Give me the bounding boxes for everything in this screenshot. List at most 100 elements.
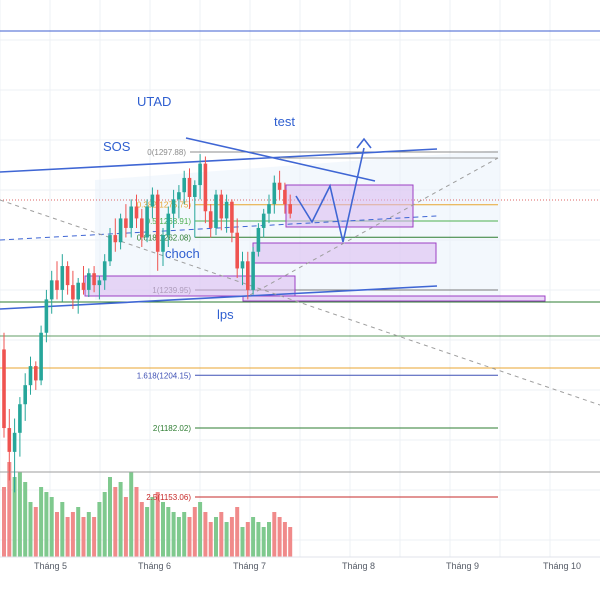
candle-body [92, 273, 96, 286]
candle-body [240, 261, 245, 269]
volume-bar [134, 487, 139, 557]
candle-body [193, 185, 197, 197]
candles [2, 154, 292, 493]
candle-body [71, 285, 75, 300]
candle-body [23, 385, 27, 405]
x-tick-label: Tháng 7 [233, 561, 266, 571]
volume-bar [267, 522, 271, 557]
volume-bar [118, 482, 123, 557]
volume-bar [261, 527, 266, 557]
volume-bar [282, 522, 287, 557]
volume-bar [33, 507, 38, 557]
candle-body [267, 204, 271, 214]
volume-bar [12, 477, 17, 557]
volume-bar [224, 522, 229, 557]
volume-bar [277, 517, 282, 557]
candle-body [251, 251, 255, 290]
candle-body [44, 299, 49, 333]
volume-bar [65, 517, 70, 557]
volume-bar [155, 492, 160, 557]
volume-bar [113, 487, 118, 557]
volume-bar [70, 512, 75, 557]
volume-bar [229, 517, 234, 557]
volume-bar [192, 507, 197, 557]
candle-body [272, 182, 277, 205]
candle-body [166, 213, 171, 236]
volume-bar [272, 512, 277, 557]
candle-body [198, 163, 202, 186]
candle-body [235, 232, 239, 269]
volume-bar [203, 512, 208, 557]
x-tick-label: Tháng 6 [138, 561, 171, 571]
volume-bars [2, 462, 293, 557]
candle-body [34, 366, 38, 381]
mid-line [0, 215, 438, 241]
fib-level-label: 0.382(1275.75) [137, 201, 192, 210]
volume-bar [97, 502, 102, 557]
candle-body [140, 218, 144, 238]
candle-body [203, 163, 208, 212]
candle-body [60, 266, 65, 290]
candle-body [246, 261, 250, 290]
volume-bar [251, 517, 256, 557]
volume-bar [123, 497, 128, 557]
candle-body [7, 428, 12, 452]
volume-bar [2, 487, 6, 557]
annotation-sos: SOS [103, 139, 131, 154]
volume-bar [145, 507, 150, 557]
candle-body [214, 194, 218, 228]
candle-body [102, 261, 107, 281]
demand-zone [242, 295, 546, 302]
candle-body [219, 194, 224, 219]
candle-body [28, 366, 33, 386]
annotation-lps: lps [217, 307, 234, 322]
candle-body [12, 432, 17, 452]
volume-bar [214, 517, 218, 557]
candle-body [283, 189, 287, 205]
candle-body [161, 235, 165, 252]
annotation-test: test [274, 114, 295, 129]
volume-bar [23, 482, 28, 557]
resistance-line [185, 137, 376, 182]
x-axis: Tháng 5 Tháng 6 Tháng 7 Tháng 8 Tháng 9 … [0, 556, 600, 571]
candle-body [134, 206, 139, 219]
demand-zone [84, 275, 296, 297]
fib-level-label: 2(1182.02) [153, 424, 191, 433]
fib-level-label: 1.618(1204.15) [137, 371, 192, 380]
candle-body [65, 266, 70, 286]
annotation-choch: choch [165, 246, 200, 261]
volume-bar [240, 527, 245, 557]
candle-body [108, 235, 112, 262]
candle-body [87, 273, 91, 290]
candle-body [145, 206, 149, 238]
projection-arrowhead [356, 137, 372, 149]
volume-bar [235, 507, 240, 557]
candle-body [39, 332, 43, 381]
volume-bar [219, 512, 224, 557]
volume-bar [7, 462, 12, 557]
candle-body [208, 211, 213, 228]
x-tick-label: Tháng 9 [446, 561, 479, 571]
volume-bar [129, 472, 134, 557]
candle-body [97, 280, 102, 286]
candle-body [18, 404, 22, 433]
volume-bar [55, 512, 59, 557]
volume-bar [245, 522, 250, 557]
volume-bar [166, 507, 171, 557]
volume-bar [39, 487, 44, 557]
candle-body [277, 182, 282, 190]
candle-body [81, 282, 86, 290]
candle-body [118, 218, 123, 243]
candle-body [261, 213, 266, 228]
candle-body [155, 194, 160, 252]
projection [295, 137, 372, 243]
volume-bar [108, 477, 112, 557]
candle-body [55, 280, 59, 290]
volume-bar [81, 517, 86, 557]
fib-level-label: 2.5(1153.06) [146, 493, 191, 502]
volume-bar [256, 522, 261, 557]
candle-body [230, 201, 234, 233]
volume-bar [92, 517, 97, 557]
volume-bar [198, 502, 203, 557]
